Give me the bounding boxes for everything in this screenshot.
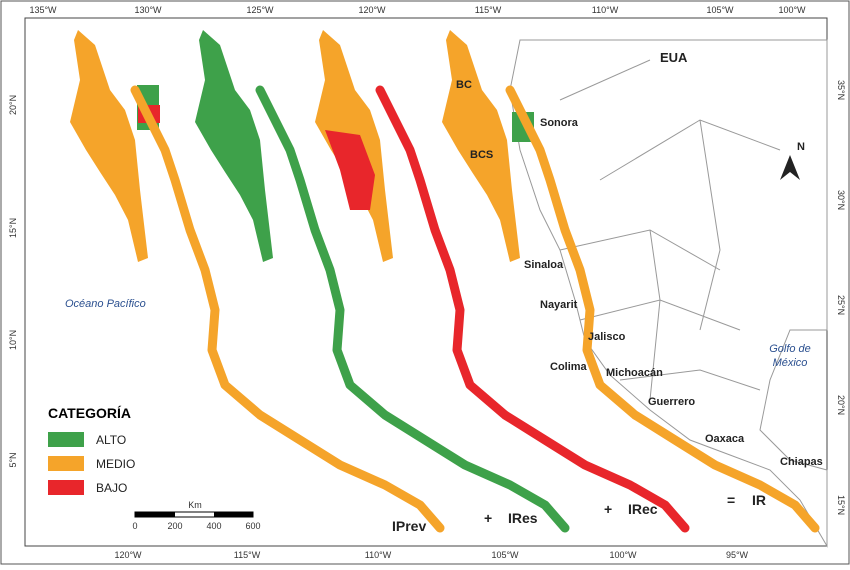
scale-seg — [135, 512, 175, 517]
formula-op: + — [484, 510, 492, 526]
north-label: N — [797, 141, 805, 153]
lat-label: 20°N — [836, 395, 846, 415]
scale-label: 0 — [132, 521, 137, 531]
place-label: EUA — [660, 50, 688, 65]
arrow — [780, 155, 800, 180]
legend-label: BAJO — [96, 481, 127, 495]
lon-label: 115°W — [234, 550, 261, 560]
legend-label: MEDIO — [96, 457, 135, 471]
legend-swatch — [48, 480, 84, 495]
lon-label: 120°W — [114, 550, 142, 560]
formula: IPrev + IRes + IRec = IR — [392, 492, 766, 534]
scale-label: 200 — [167, 521, 182, 531]
formula-term: IPrev — [392, 518, 426, 534]
place-label: BC — [456, 79, 472, 91]
place-label: BCS — [470, 149, 493, 161]
place-label: Chiapas — [780, 456, 823, 468]
scale-bar: Km 0 200 400 600 — [132, 500, 260, 531]
north-arrow: N — [780, 141, 805, 180]
legend: CATEGORÍA ALTO MEDIO BAJO — [48, 405, 135, 495]
sea-label: Océano Pacífico — [65, 298, 146, 310]
mainland — [509, 39, 828, 548]
scale-seg — [214, 512, 253, 517]
sea-label: México — [773, 357, 808, 369]
lon-label: 125°W — [246, 5, 274, 15]
legend-title: CATEGORÍA — [48, 405, 131, 421]
lat-label: 15°N — [8, 218, 18, 238]
lon-label: 105°W — [706, 5, 734, 15]
lon-label: 130°W — [134, 5, 162, 15]
lon-label: 110°W — [365, 550, 392, 560]
formula-op: + — [604, 501, 612, 517]
formula-op: = — [727, 492, 735, 508]
lon-label: 135°W — [29, 5, 57, 15]
area — [325, 130, 375, 210]
lon-label: 115°W — [475, 5, 502, 15]
formula-term: IRes — [508, 510, 538, 526]
sea-label: Golfo de — [769, 343, 811, 355]
lon-label: 100°W — [609, 550, 637, 560]
lat-label: 30°N — [836, 190, 846, 210]
place-label: Colima — [550, 361, 588, 373]
place-label: Michoacán — [606, 367, 663, 379]
lat-label: 5°N — [8, 452, 18, 467]
legend-swatch — [48, 456, 84, 471]
lon-label: 95°W — [726, 550, 749, 560]
lat-label: 35°N — [836, 80, 846, 100]
place-label: Sonora — [540, 117, 579, 129]
lat-label: 25°N — [836, 295, 846, 315]
place-label: Oaxaca — [705, 433, 745, 445]
place-label: Guerrero — [648, 396, 695, 408]
lat-label: 20°N — [8, 95, 18, 115]
index-maps — [70, 30, 815, 528]
lon-label: 110°W — [592, 5, 619, 15]
formula-term: IR — [752, 492, 766, 508]
place-label: Sinaloa — [524, 259, 564, 271]
scale-label: 400 — [206, 521, 221, 531]
formula-term: IRec — [628, 501, 658, 517]
lon-label: 120°W — [358, 5, 386, 15]
legend-label: ALTO — [96, 433, 126, 447]
lon-label: 105°W — [491, 550, 519, 560]
place-labels: EUA BC BCS Sonora Sinaloa Nayarit Jalisc… — [65, 50, 823, 468]
place-label: Nayarit — [540, 299, 578, 311]
place-label: Jalisco — [588, 331, 626, 343]
scale-label: 600 — [245, 521, 260, 531]
lat-label: 15°N — [836, 495, 846, 515]
scale-unit: Km — [188, 500, 202, 510]
lat-label: 10°N — [8, 330, 18, 350]
lon-label: 100°W — [778, 5, 806, 15]
ticks: 135°W 130°W 125°W 120°W 115°W 110°W 105°… — [8, 5, 846, 560]
legend-swatch — [48, 432, 84, 447]
